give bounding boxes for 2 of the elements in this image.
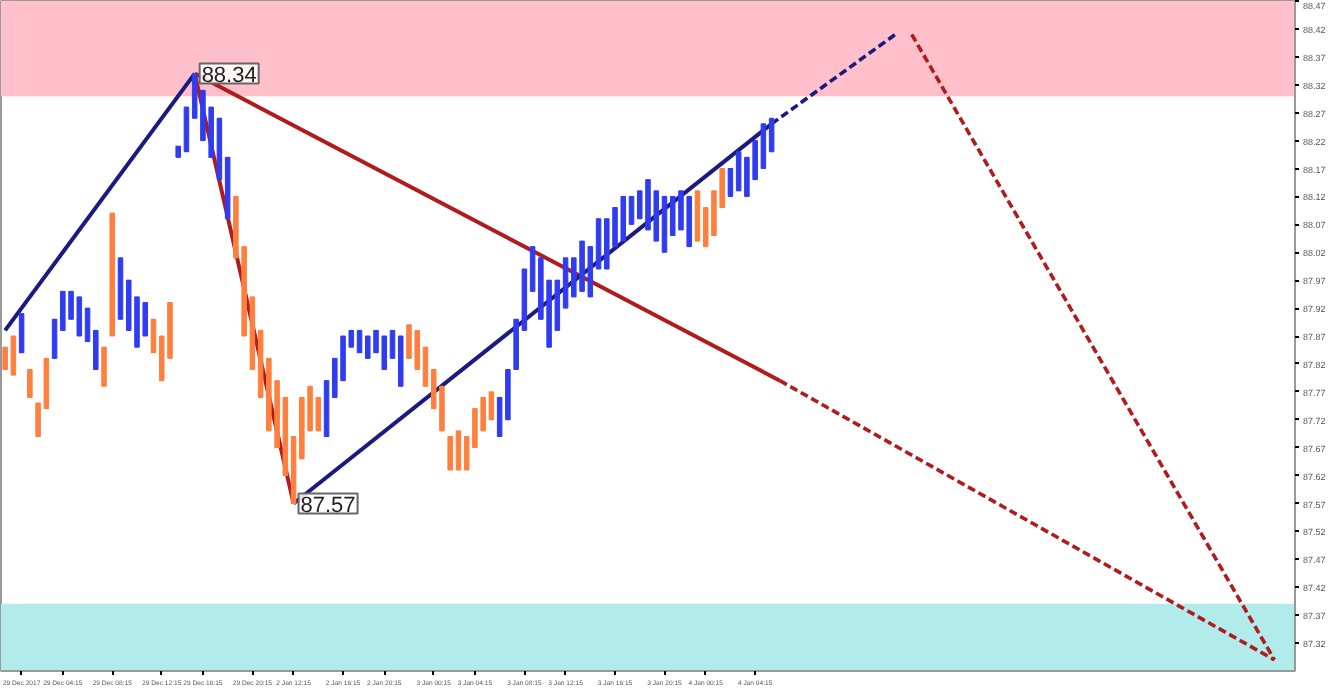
annotation: 88.34 (201, 63, 257, 88)
annotation: 87.57 (300, 493, 356, 518)
